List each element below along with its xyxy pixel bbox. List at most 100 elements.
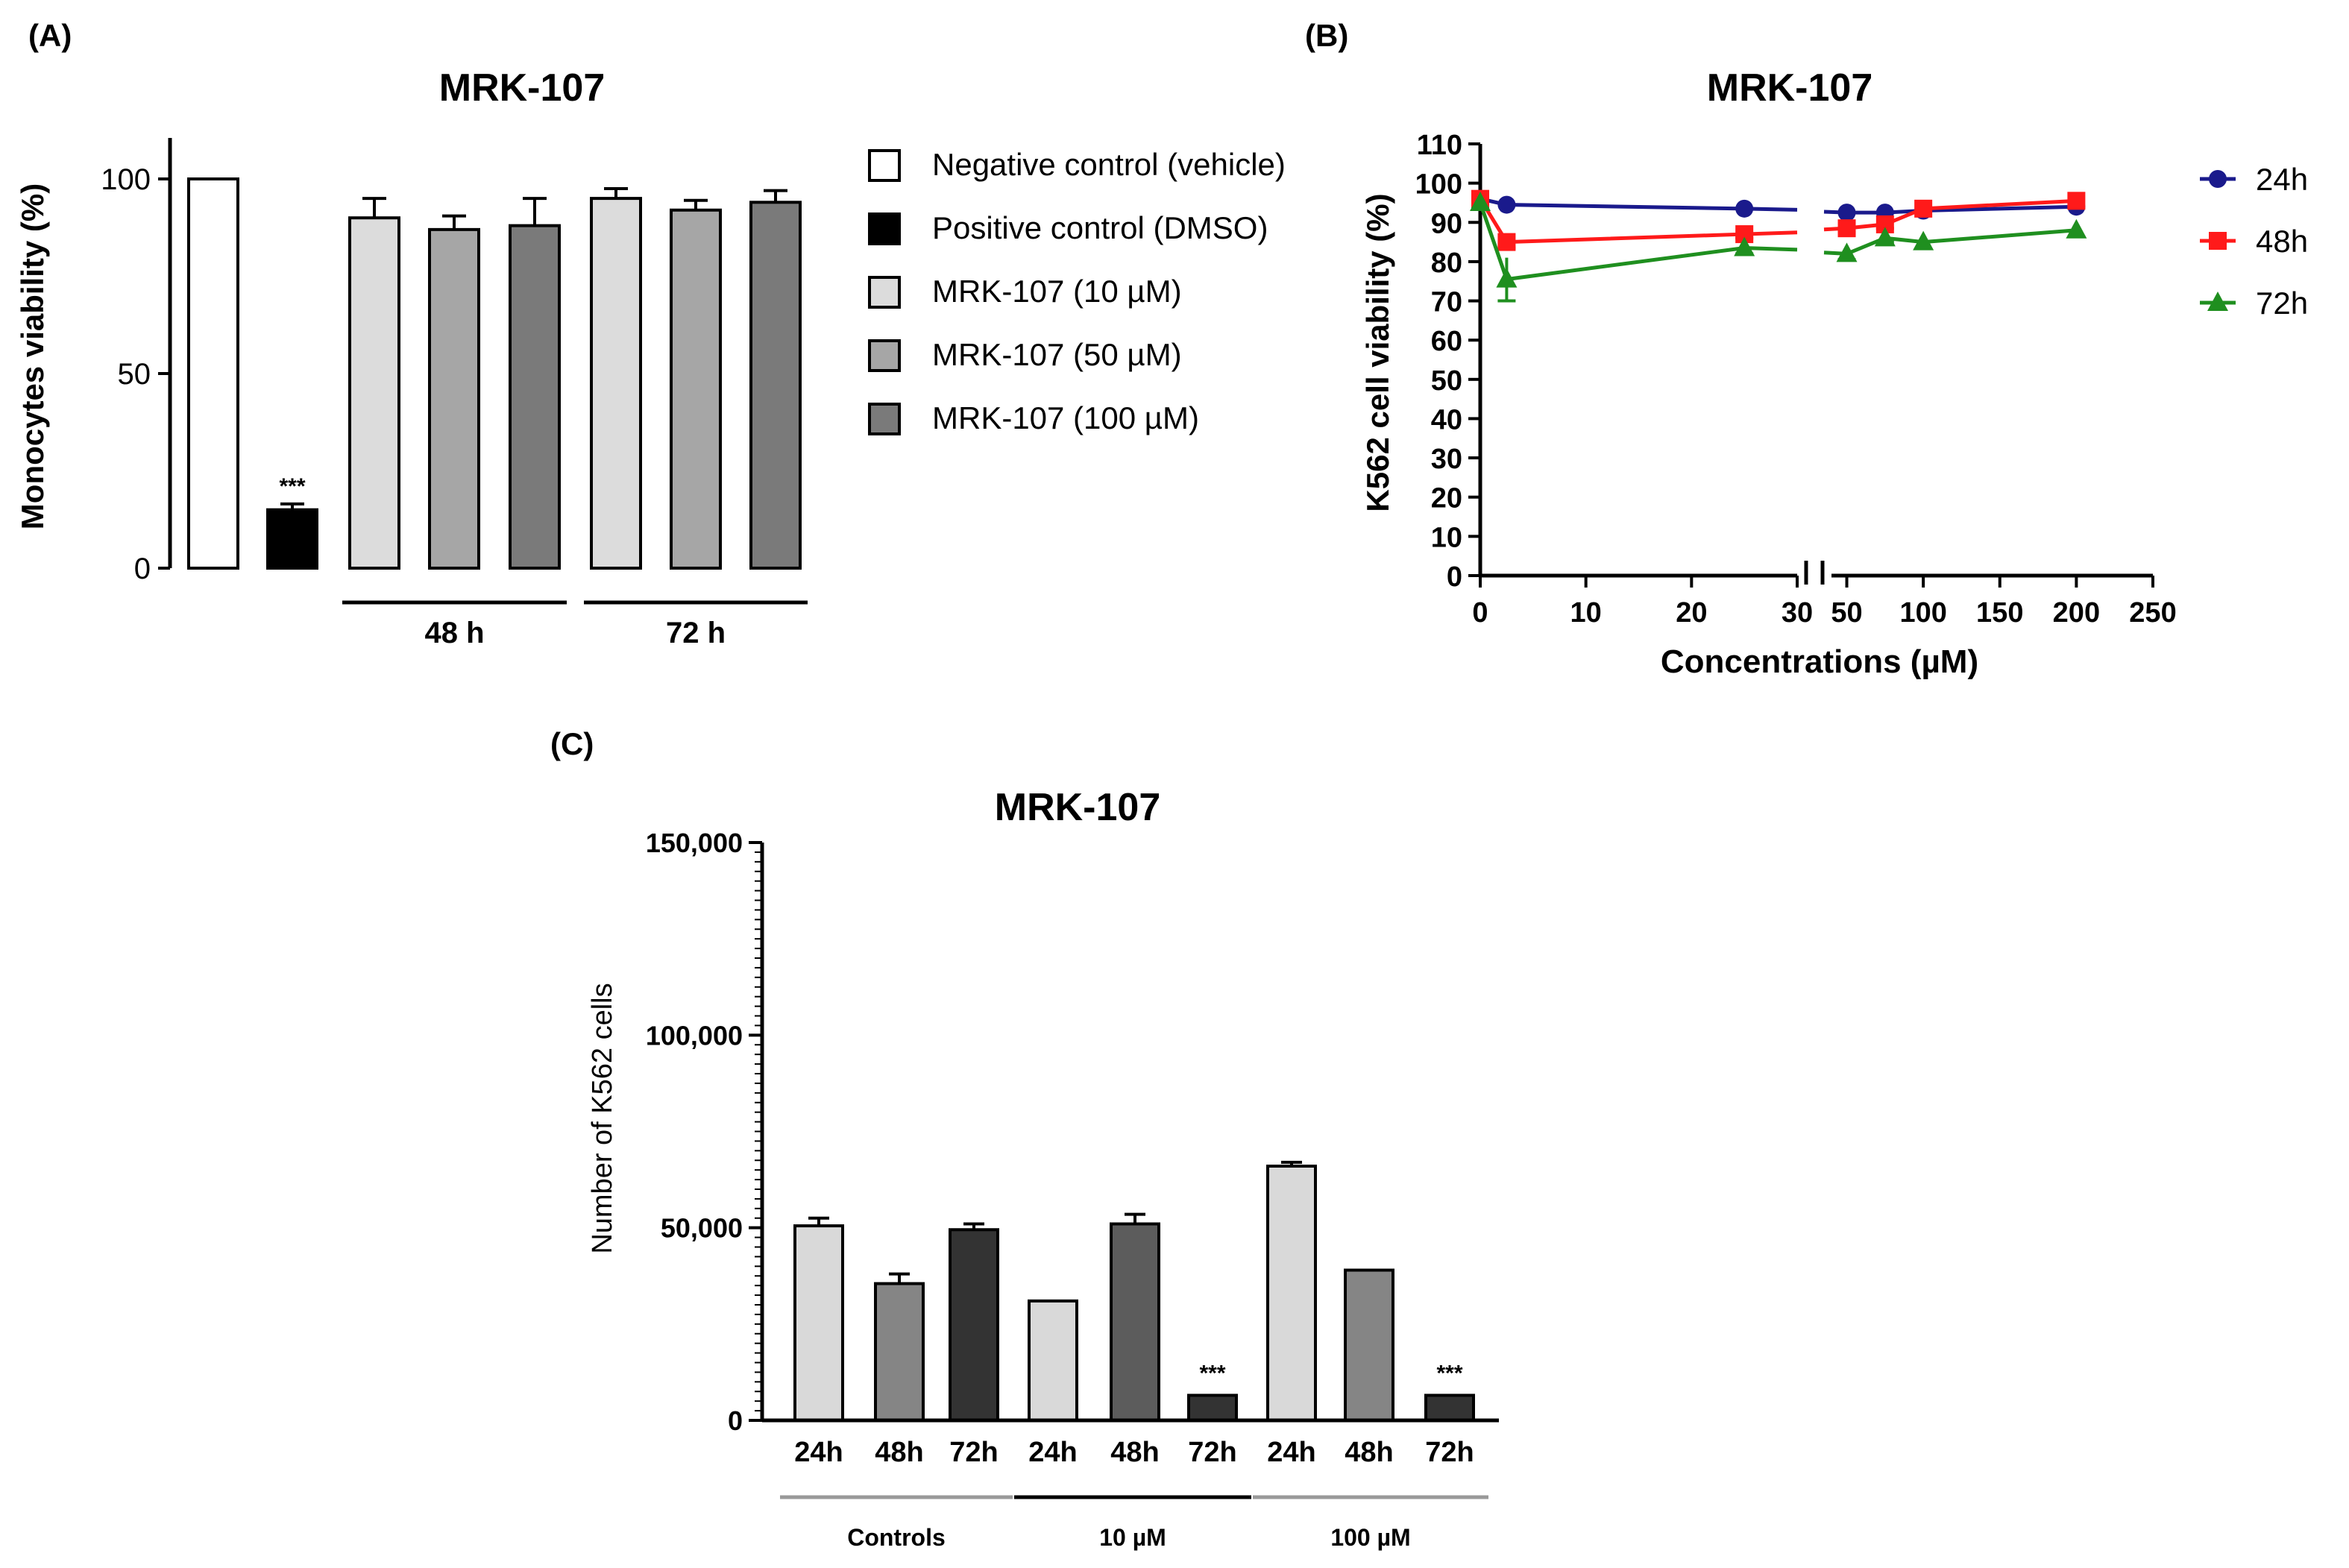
y-tick-label: 80 [1431,248,1462,279]
panel-c-error-bars [808,1160,1302,1284]
panel-b-xlabel: Concentrations (µM) [1661,643,1978,680]
x-tick-label: 72h [949,1437,998,1468]
data-point [1837,219,1856,238]
panel-c-groups: Controls 10 µM 100 µM [780,1495,1488,1551]
x-tick-label: 200 [2053,597,2100,629]
bar [266,508,318,570]
x-tick-label: 24h [1267,1437,1315,1468]
legend-swatch [868,212,901,245]
panel-a-annotations: *** [279,474,305,499]
x-tick-label: 150 [1976,597,2023,629]
data-point [1914,199,1933,218]
data-point [1497,195,1516,214]
x-tick-label: 72h [1425,1437,1474,1468]
series-line [1823,228,2077,256]
panel-c-bars [793,1165,1475,1423]
series-48h [1471,189,2086,251]
series-line [1478,198,1798,245]
panel-a-title: MRK-107 [439,66,606,110]
panel-c-ylabel: Number of K562 cells [587,983,618,1253]
bar [874,1282,925,1423]
panel-a-error-bars [280,187,787,510]
legend-label: MRK-107 (50 µM) [932,337,1182,372]
legend-label: MRK-107 (100 µM) [932,400,1199,435]
data-point [2067,192,2086,210]
x-tick-label: 24h [794,1437,843,1468]
x-tick-label: 72h [1188,1437,1236,1468]
group-label: 100 µM [1330,1524,1410,1551]
series-line [1478,202,1798,282]
bar [187,177,239,570]
y-tick-label: 10 [1431,522,1462,553]
bar [1187,1394,1238,1422]
bar [428,227,480,570]
data-point [1837,204,1856,222]
bar [1028,1299,1078,1423]
x-tick-label: 250 [2129,597,2176,629]
x-tick-label: 24h [1028,1437,1077,1468]
series-line [1479,197,1798,212]
x-tick-label: 48h [875,1437,923,1468]
y-tick-label: 100 [101,163,151,196]
bar [348,216,400,570]
bar [670,208,722,570]
y-tick-label: 50,000 [661,1213,743,1244]
data-point [1496,268,1518,288]
y-tick-label: 40 [1431,404,1462,435]
bar [749,201,802,570]
data-point [1497,233,1516,251]
y-tick-label: 70 [1431,287,1462,318]
panel-c-label: (C) [550,726,594,761]
data-point [2209,170,2227,188]
panel-a-label: (A) [28,18,72,53]
panel-c-annotations: *** *** [1199,1361,1462,1385]
bar [1344,1268,1394,1422]
legend-swatch [868,339,901,372]
significance-label: *** [1436,1361,1462,1385]
x-tick-label: 50 [1831,597,1862,629]
data-point [1913,230,1934,251]
panel-b-axes: 0 10 20 30 40 50 60 70 80 90 100 110 0 10 20 30 50 100 150… [1415,130,2177,629]
y-tick-label: 0 [728,1405,743,1436]
group-label: 10 µM [1099,1524,1166,1551]
legend-label: Positive control (DMSO) [932,210,1268,245]
panel-a-groups: 48 h 72 h [342,600,808,649]
panel-b-label: (B) [1305,18,1348,53]
data-point [2207,292,2228,311]
data-point [1836,242,1858,262]
panel-b: (B) MRK-107 K562 cell viability (%) Conc… [1305,18,2308,680]
y-tick-label: 50 [118,358,151,391]
x-tick-label: 30 [1782,597,1813,629]
panel-a-ylabel: Monocytes viability (%) [15,183,50,529]
x-tick-label: 0 [1472,597,1488,629]
legend-label: Negative control (vehicle) [932,147,1286,182]
x-tick-label: 48h [1345,1437,1393,1468]
panel-a-bars [187,177,802,570]
x-tick-label: 100 [1899,597,1946,629]
panel-b-series [1470,189,2087,303]
bar [1110,1222,1160,1422]
legend-label: 72h [2256,286,2308,321]
panel-c-y-ticks: 0 50,000 100,000 150,000 [646,828,762,1436]
bar [793,1224,844,1423]
legend-swatch [868,149,901,182]
x-tick-label: 48h [1110,1437,1159,1468]
y-tick-label: 30 [1431,444,1462,475]
legend-swatch [868,403,901,435]
series-72h [1470,191,2087,303]
y-tick-label: 100,000 [646,1020,743,1051]
panel-c: (C) MRK-107 Number of K562 cells 0 50,000… [550,726,1499,1551]
x-tick-label: 10 [1570,597,1602,629]
group-label: Controls [847,1524,946,1551]
legend-label: 24h [2256,162,2308,197]
bar [590,197,642,570]
panel-b-title: MRK-107 [1707,66,1873,110]
panel-b-ylabel: K562 cell viability (%) [1360,193,1395,511]
data-point [1735,199,1754,218]
bar [949,1228,999,1422]
legend-label: MRK-107 (10 µM) [932,274,1182,309]
legend-label: 48h [2256,224,2308,259]
y-tick-label: 90 [1431,208,1462,239]
y-tick-label: 110 [1417,130,1462,161]
